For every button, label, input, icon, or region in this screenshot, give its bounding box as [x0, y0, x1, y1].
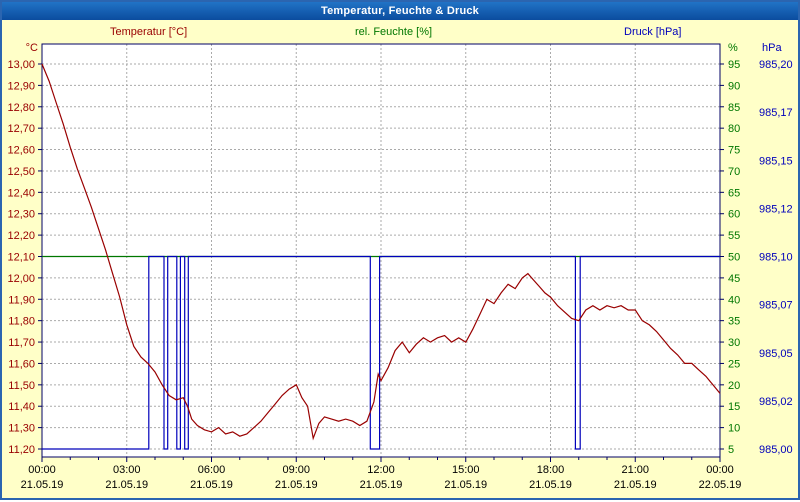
svg-text:10: 10: [728, 423, 740, 435]
svg-text:06:00: 06:00: [198, 464, 226, 476]
svg-text:21.05.19: 21.05.19: [360, 479, 403, 491]
legend-humidity: rel. Feuchte [%]: [355, 26, 433, 38]
svg-text:18:00: 18:00: [537, 464, 565, 476]
svg-text:30: 30: [728, 337, 740, 349]
svg-text:985,15: 985,15: [759, 155, 793, 167]
svg-text:75: 75: [728, 145, 740, 157]
svg-text:25: 25: [728, 358, 740, 370]
svg-text:5: 5: [728, 444, 734, 456]
svg-text:21.05.19: 21.05.19: [614, 479, 657, 491]
svg-text:60: 60: [728, 209, 740, 221]
svg-text:11,40: 11,40: [8, 401, 35, 413]
svg-text:11,80: 11,80: [8, 316, 35, 328]
svg-text:45: 45: [728, 273, 740, 285]
svg-text:11,90: 11,90: [8, 294, 35, 306]
svg-text:11,60: 11,60: [8, 358, 35, 370]
svg-text:12:00: 12:00: [367, 464, 395, 476]
svg-text:03:00: 03:00: [113, 464, 141, 476]
svg-text:12,70: 12,70: [7, 123, 35, 135]
svg-text:hPa: hPa: [762, 42, 782, 54]
svg-text:12,30: 12,30: [7, 209, 35, 221]
svg-text:11,70: 11,70: [8, 337, 35, 349]
svg-text:15: 15: [728, 401, 740, 413]
svg-text:°C: °C: [26, 42, 38, 54]
svg-text:12,60: 12,60: [7, 145, 35, 157]
svg-text:90: 90: [728, 80, 740, 92]
svg-text:35: 35: [728, 316, 740, 328]
svg-text:985,12: 985,12: [759, 203, 793, 215]
svg-text:15:00: 15:00: [452, 464, 480, 476]
svg-text:11,50: 11,50: [8, 380, 35, 392]
svg-text:985,17: 985,17: [759, 107, 793, 119]
svg-text:%: %: [728, 42, 738, 54]
svg-text:12,40: 12,40: [7, 187, 35, 199]
svg-text:50: 50: [728, 252, 740, 264]
svg-text:985,02: 985,02: [759, 396, 793, 408]
svg-text:12,10: 12,10: [7, 252, 35, 264]
svg-text:21.05.19: 21.05.19: [105, 479, 148, 491]
svg-text:00:00: 00:00: [706, 464, 734, 476]
svg-text:95: 95: [728, 59, 740, 71]
svg-text:70: 70: [728, 166, 740, 178]
svg-text:21.05.19: 21.05.19: [21, 479, 64, 491]
svg-text:11,30: 11,30: [8, 423, 35, 435]
svg-text:12,80: 12,80: [7, 102, 35, 114]
window-title: Temperatur, Feuchte & Druck: [320, 5, 479, 17]
svg-text:21:00: 21:00: [621, 464, 649, 476]
svg-text:985,10: 985,10: [759, 252, 793, 264]
svg-text:85: 85: [728, 102, 740, 114]
svg-text:21.05.19: 21.05.19: [529, 479, 572, 491]
svg-text:12,20: 12,20: [7, 230, 35, 242]
svg-text:55: 55: [728, 230, 740, 242]
svg-text:985,00: 985,00: [759, 444, 793, 456]
svg-text:11,20: 11,20: [8, 444, 35, 456]
svg-text:21.05.19: 21.05.19: [275, 479, 318, 491]
svg-text:09:00: 09:00: [282, 464, 310, 476]
svg-text:20: 20: [728, 380, 740, 392]
svg-text:12,50: 12,50: [7, 166, 35, 178]
svg-text:21.05.19: 21.05.19: [444, 479, 487, 491]
legend-temperature: Temperatur [°C]: [110, 26, 188, 38]
svg-text:22.05.19: 22.05.19: [699, 479, 742, 491]
title-bar[interactable]: Temperatur, Feuchte & Druck: [2, 2, 798, 20]
svg-text:13,00: 13,00: [7, 59, 35, 71]
svg-text:12,00: 12,00: [7, 273, 35, 285]
svg-text:985,05: 985,05: [759, 348, 793, 360]
svg-text:65: 65: [728, 187, 740, 199]
svg-text:00:00: 00:00: [28, 464, 56, 476]
legend-pressure: Druck [hPa]: [624, 26, 682, 38]
svg-text:985,07: 985,07: [759, 300, 793, 312]
svg-text:985,20: 985,20: [759, 59, 793, 71]
svg-text:12,90: 12,90: [7, 80, 35, 92]
svg-text:40: 40: [728, 294, 740, 306]
svg-text:80: 80: [728, 123, 740, 135]
svg-text:21.05.19: 21.05.19: [190, 479, 233, 491]
